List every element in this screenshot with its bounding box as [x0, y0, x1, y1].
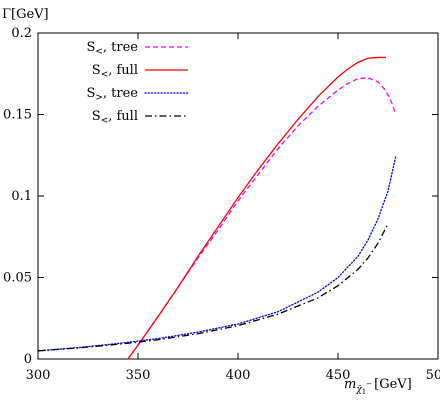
- legend-label-1: S<, full: [92, 63, 138, 80]
- legend-label-rest: , full: [108, 63, 138, 78]
- legend-label-rest: , full: [108, 109, 138, 124]
- x-axis-label: mχ̃1− [GeV]: [344, 377, 412, 396]
- legend-label-main: S: [86, 40, 95, 55]
- legend-label-main: S: [92, 109, 101, 124]
- legend-label-sub: <: [101, 116, 109, 126]
- y-tick-label: 0.1: [11, 189, 32, 204]
- x-axis-label-sup: −: [366, 380, 372, 388]
- legend-label-main: S: [92, 63, 101, 78]
- x-tick-label: 350: [126, 368, 151, 383]
- legend-label-2: S>, tree: [86, 86, 138, 103]
- legend-label-sub: <: [101, 70, 109, 80]
- y-tick-label: 0.15: [3, 108, 32, 123]
- y-tick-label: 0: [24, 352, 32, 367]
- y-axis-label: Γ[GeV]: [2, 7, 49, 22]
- x-tick-label: 500: [426, 368, 440, 383]
- series-layer: [37, 56, 397, 360]
- x-axis-label-unit: [GeV]: [374, 377, 412, 392]
- legend-label-rest: , tree: [103, 86, 138, 101]
- series-line-3: [37, 223, 389, 352]
- legend-label-rest: , tree: [103, 40, 138, 55]
- series-line-1: [127, 56, 386, 360]
- legend-label-sub: >: [95, 93, 103, 103]
- x-axis-label-sub: χ̃: [355, 384, 362, 395]
- x-axis-label-subsub: 1: [362, 388, 366, 396]
- legend-label-0: S<, tree: [86, 40, 138, 57]
- x-tick-label: 450: [326, 368, 351, 383]
- x-tick-label: 300: [26, 368, 51, 383]
- series-line-0: [127, 77, 397, 360]
- axis-ticks: 300 350 400 450 500 0 0.05 0.1 0.15 0.2: [3, 26, 440, 383]
- legend-label-main: S: [86, 86, 95, 101]
- svg-text:mχ̃1−[GeV]: mχ̃1− [GeV]: [344, 377, 412, 396]
- y-tick-label: 0.05: [3, 271, 32, 286]
- legend-label-sub: <: [95, 47, 103, 57]
- x-tick-label: 400: [226, 368, 251, 383]
- x-axis-label-main: m: [344, 377, 356, 392]
- series-line-2: [37, 154, 397, 352]
- y-tick-label: 0.2: [11, 26, 32, 41]
- legend-label-3: S<, full: [92, 109, 138, 126]
